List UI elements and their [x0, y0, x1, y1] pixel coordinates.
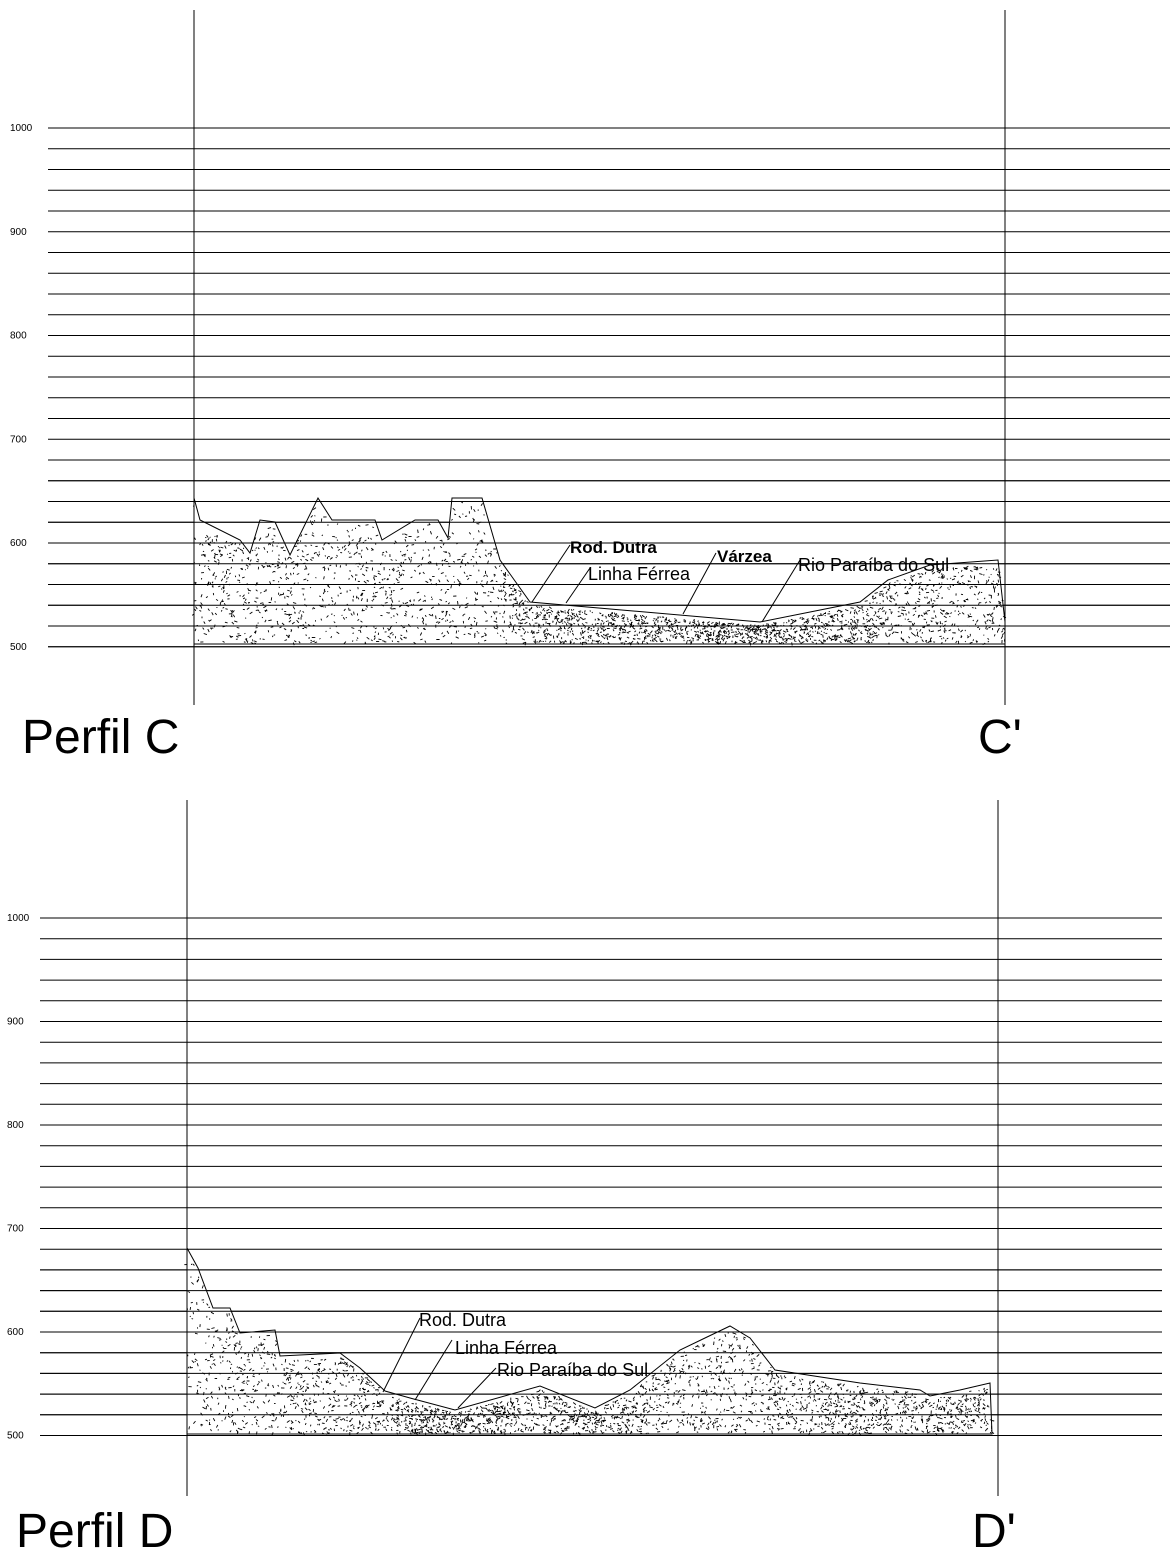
annotation-leader-line [761, 559, 801, 623]
elevation-label: 800 [10, 331, 27, 342]
profile-title-left: Perfil C [22, 711, 180, 764]
elevation-label: 500 [7, 1431, 24, 1442]
annotation-rio-paraiba: Rio Paraíba do Sul [497, 1360, 648, 1380]
elevation-axis: 1000 900 800 700 600 500 [7, 913, 30, 1442]
profile-c-diagram: 1000 900 800 700 600 500 Rod. Dutra Linh… [10, 10, 1170, 705]
profile-boundaries [186, 800, 999, 1496]
elevation-axis: 1000 900 800 700 600 500 [10, 123, 33, 653]
elevation-label: 600 [10, 538, 27, 549]
annotation-leader-line [457, 1367, 497, 1409]
annotation-varzea: Várzea [717, 547, 772, 566]
annotation-leader-line [414, 1339, 453, 1401]
elevation-label: 700 [7, 1224, 24, 1235]
annotation-leaders [382, 1317, 497, 1409]
annotation-linha-ferrea: Linha Férrea [588, 564, 691, 584]
elevation-label: 700 [10, 434, 27, 445]
annotation-rod-dutra: Rod. Dutra [419, 1310, 507, 1330]
elevation-label: 600 [7, 1327, 24, 1338]
profile-d-diagram: 1000 900 800 700 600 500 Rod. Dutra Linh… [7, 800, 1162, 1496]
annotation-rod-dutra: Rod. Dutra [570, 538, 657, 557]
profile-title-left: Perfil D [16, 1505, 174, 1558]
elevation-label: 1000 [7, 913, 30, 924]
terrain-texture [184, 1263, 995, 1436]
annotation-leader-line [682, 552, 717, 615]
terrain-profile-c [48, 480, 1170, 648]
profile-boundaries [193, 10, 1006, 705]
annotation-leader-line [565, 567, 591, 604]
profile-d: 1000 900 800 700 600 500 Rod. Dutra Linh… [0, 778, 1170, 1557]
profile-c: 1000 900 800 700 600 500 Rod. Dutra Linh… [10, 10, 1170, 764]
annotations: Rod. Dutra Linha Férrea Rio Paraíba do S… [419, 1310, 648, 1380]
elevation-label: 800 [7, 1120, 24, 1131]
terrain-texture [191, 500, 1007, 646]
profile-title-right: D' [972, 1505, 1016, 1558]
profile-title-right: C' [978, 711, 1022, 764]
annotation-linha-ferrea: Linha Férrea [455, 1338, 558, 1358]
annotations: Rod. Dutra Linha Férrea Várzea Rio Paraí… [570, 538, 949, 584]
annotation-leader-line [531, 544, 571, 603]
annotation-leaders [531, 544, 801, 623]
elevation-label: 500 [10, 642, 27, 653]
terrain-outline [193, 496, 1006, 645]
annotation-rio-paraiba: Rio Paraíba do Sul [798, 555, 949, 575]
annotation-leader-line [382, 1317, 421, 1393]
terrain-profile-d [40, 1247, 1162, 1436]
elevation-label: 900 [7, 1017, 24, 1028]
elevation-label: 900 [10, 227, 27, 238]
elevation-label: 1000 [10, 123, 33, 134]
